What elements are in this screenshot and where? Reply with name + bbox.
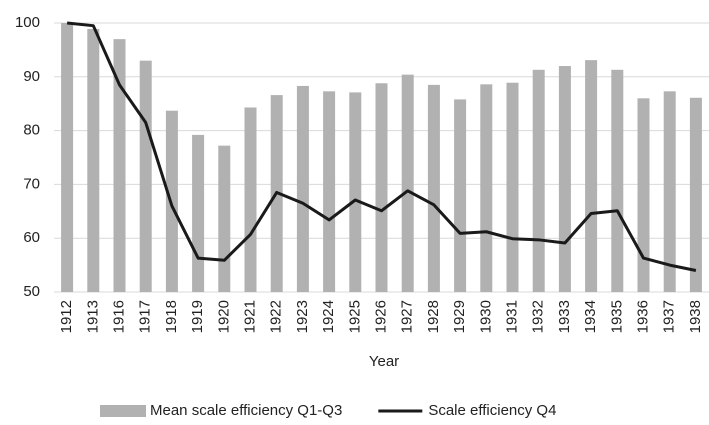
bar: [454, 99, 467, 293]
bar: [401, 74, 414, 292]
bar: [532, 69, 545, 292]
x-tick-label: 1937: [661, 300, 678, 333]
bar: [558, 66, 571, 292]
x-tick-label: 1912: [58, 300, 75, 333]
bar: [663, 91, 676, 293]
x-tick-label: 1927: [399, 300, 416, 333]
x-tick-label: 1936: [634, 300, 651, 333]
bar: [585, 60, 598, 292]
bar: [296, 85, 309, 292]
bar: [689, 97, 702, 292]
x-tick-label: 1921: [241, 300, 258, 333]
x-tick-label: 1934: [582, 300, 599, 333]
line: [66, 21, 697, 272]
bar: [480, 84, 493, 292]
x-tick-label: 1938: [687, 300, 704, 333]
y-tick-label: 80: [23, 122, 40, 139]
bar: [506, 82, 519, 292]
x-tick-label: 1933: [556, 300, 573, 333]
x-tick-label: 1925: [346, 300, 363, 333]
x-tick-label: 1929: [451, 300, 468, 333]
bar: [61, 23, 74, 292]
x-tick-label: 1916: [110, 300, 127, 333]
x-tick-label: 1923: [294, 300, 311, 333]
x-tick-label: 1931: [503, 300, 520, 333]
x-tick-label: 1928: [425, 300, 442, 333]
x-tick-label: 1918: [163, 300, 180, 333]
x-tick-label: 1920: [215, 300, 232, 333]
x-tick-label: 1935: [608, 300, 625, 333]
x-tick-label: 1922: [268, 300, 285, 333]
bar: [139, 60, 152, 292]
legend-swatch: [100, 405, 146, 417]
bar: [244, 107, 257, 292]
x-tick-label: 1926: [372, 300, 389, 333]
y-tick-label: 60: [23, 229, 40, 246]
bar: [218, 145, 231, 292]
x-tick-label: 1924: [320, 300, 337, 333]
legend-label: Scale efficiency Q4: [428, 402, 556, 419]
x-tick-label: 1930: [477, 300, 494, 333]
x-tick-label: 1913: [84, 300, 101, 333]
bar: [427, 84, 440, 293]
y-tick-label: 50: [23, 283, 40, 300]
bar: [375, 83, 388, 292]
legend-label: Mean scale efficiency Q1-Q3: [150, 402, 342, 419]
y-tick-label: 70: [23, 175, 40, 192]
y-tick-label: 90: [23, 68, 40, 85]
bar: [637, 98, 650, 292]
bar: [87, 28, 100, 292]
bar: [349, 92, 362, 292]
y-tick-label: 100: [15, 14, 40, 31]
bar: [611, 69, 624, 292]
x-tick-label: 1919: [189, 300, 206, 333]
bar: [323, 91, 336, 293]
x-axis-label: Year: [369, 353, 399, 370]
x-tick-label: 1932: [530, 300, 547, 333]
x-tick-label: 1917: [137, 300, 154, 333]
bar: [113, 39, 126, 292]
bar: [192, 134, 205, 292]
